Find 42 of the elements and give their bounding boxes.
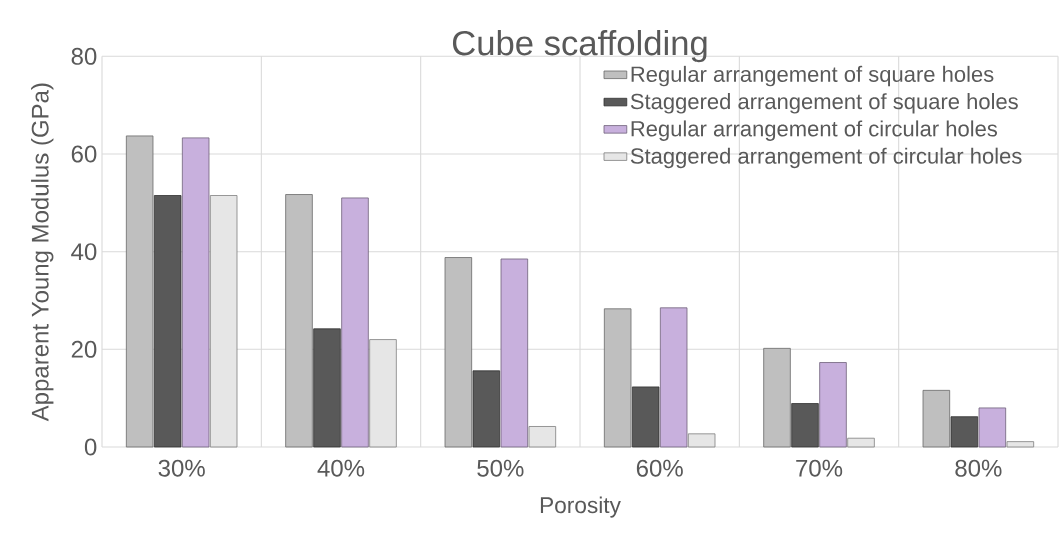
legend-label: Regular arrangement of circular holes [631,120,998,141]
bar [313,328,341,448]
y-tick-label: 40 [71,243,97,261]
bar [528,426,557,448]
legend-label: Staggered arrangement of square holes [630,93,1018,114]
bar [791,403,819,448]
bar [153,195,182,448]
bar [369,339,397,448]
bar [847,437,875,448]
y-tick-label: 0 [84,438,97,456]
bar [763,347,791,448]
x-tick-label: 50% [477,459,524,477]
bar [181,137,210,448]
y-axis-title: Apparent Young Modulus (GPa) [31,83,54,422]
y-tick-label: 80 [71,47,97,65]
y-tick-label: 60 [71,145,97,163]
bar [209,195,238,448]
bar [603,308,632,448]
x-tick-label: 30% [158,459,205,477]
bar [285,194,313,448]
bar [819,362,847,448]
legend-label: Regular arrangement of square holes [631,65,994,87]
bar [687,433,716,448]
bar [444,257,473,448]
bar [500,258,529,448]
bar [631,386,660,448]
x-axis-title: Porosity [540,496,621,518]
bar [1006,441,1035,448]
bar [341,197,369,448]
bar [659,307,688,448]
bar [125,135,154,448]
y-tick-label: 20 [71,340,97,358]
bar [472,370,501,448]
legend-label: Staggered arrangement of circular holes [630,147,1022,169]
chart-title: Cube scaffolding [452,29,707,63]
x-tick-label: 40% [317,459,365,477]
x-tick-label: 70% [796,459,843,477]
x-tick-label: 80% [955,459,1002,477]
bar [950,416,979,448]
bar [922,389,951,448]
x-tick-label: 60% [636,459,683,477]
bar [978,407,1007,448]
